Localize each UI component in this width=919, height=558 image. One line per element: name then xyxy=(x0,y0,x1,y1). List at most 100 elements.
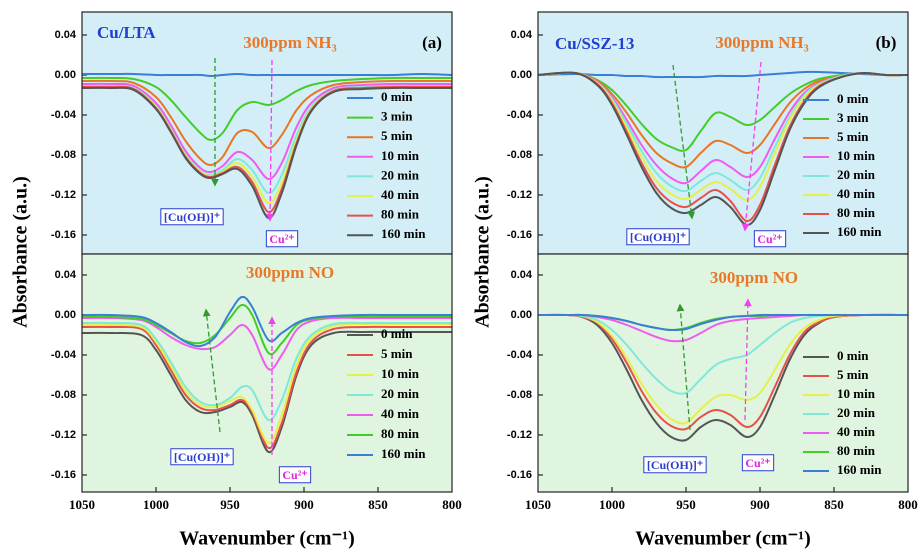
y-tick-label: -0.04 xyxy=(507,109,533,121)
spectrum-line xyxy=(82,72,453,78)
y-tick-label: 0.04 xyxy=(55,269,77,281)
legend-label: 40 min xyxy=(837,424,876,439)
y-axis-label: Absorbance (a.u.) xyxy=(472,176,494,328)
legend-label: 5 min xyxy=(381,346,413,361)
y-tick-label: -0.12 xyxy=(51,429,76,441)
x-tick-label: 800 xyxy=(442,497,462,512)
species-label: Cu²⁺ xyxy=(757,232,782,246)
y-tick-label: -0.16 xyxy=(51,469,76,481)
legend-label: 0 min xyxy=(381,89,413,104)
legend-label: 3 min xyxy=(381,109,413,124)
trend-arrow xyxy=(672,64,696,220)
species-box xyxy=(278,466,312,484)
spectrum-line xyxy=(81,325,452,450)
trend-arrow xyxy=(202,308,221,433)
x-tick-label: 1050 xyxy=(69,497,95,512)
species-label: [Cu(OH)]⁺ xyxy=(164,210,220,224)
spectrum-line xyxy=(81,303,452,356)
spectrum-line xyxy=(81,76,452,142)
legend-label: 80 min xyxy=(381,426,420,441)
legend-label: 0 min xyxy=(837,91,869,106)
legend-label: 40 min xyxy=(381,406,420,421)
spectrum-line xyxy=(81,79,452,167)
y-tick-label: -0.04 xyxy=(507,349,533,361)
spectrum-line xyxy=(537,313,908,395)
trend-arrow xyxy=(743,298,752,421)
x-tick-label: 850 xyxy=(824,497,844,512)
spectrum-line xyxy=(537,313,909,425)
spectrum-line xyxy=(81,86,452,219)
legend-label: 5 min xyxy=(837,129,869,144)
species-box xyxy=(160,208,224,226)
y-tick-label: -0.04 xyxy=(51,349,77,361)
x-tick-label: 1050 xyxy=(525,497,551,512)
legend-label: 10 min xyxy=(381,366,420,381)
y-tick-label: 0.04 xyxy=(511,269,533,281)
x-tick-label: 900 xyxy=(750,497,770,512)
gas-label: 300ppm NO xyxy=(246,263,334,282)
x-tick-label: 850 xyxy=(368,497,388,512)
spectrum-line xyxy=(537,70,909,79)
y-tick-label: 0.00 xyxy=(511,309,532,321)
legend-label: 160 min xyxy=(837,224,882,239)
legend-label: 20 min xyxy=(381,386,420,401)
legend-label: 5 min xyxy=(837,367,869,382)
y-tick-label: 0.00 xyxy=(511,69,532,81)
legend-label: 80 min xyxy=(837,205,876,220)
spectrum-line xyxy=(81,82,452,180)
legend-label: 20 min xyxy=(837,167,876,182)
legend-label: 10 min xyxy=(837,386,876,401)
species-box xyxy=(170,448,234,466)
legend-label: 40 min xyxy=(837,186,876,201)
species-label: Cu²⁺ xyxy=(269,232,294,246)
x-tick-label: 950 xyxy=(220,497,240,512)
x-tick-label: 800 xyxy=(898,497,918,512)
species-box xyxy=(643,456,707,474)
legend-label: 0 min xyxy=(381,326,413,341)
species-label: [Cu(OH)]⁺ xyxy=(630,230,686,244)
spectrum-line xyxy=(537,71,909,152)
x-tick-label: 1000 xyxy=(599,497,625,512)
y-tick-label: -0.12 xyxy=(507,429,532,441)
x-axis-label: Wavenumber (cm⁻¹) xyxy=(179,528,355,550)
spectrum-line xyxy=(81,330,452,454)
x-axis-label: Wavenumber (cm⁻¹) xyxy=(635,528,811,550)
legend-label: 20 min xyxy=(837,405,876,420)
panel-label: (b) xyxy=(876,33,897,52)
sample-title: Cu/LTA xyxy=(97,23,156,42)
y-tick-label: -0.16 xyxy=(51,229,76,241)
plot-frame xyxy=(81,253,453,493)
x-tick-label: 900 xyxy=(294,497,314,512)
legend-label: 5 min xyxy=(381,128,413,143)
legend-label: 40 min xyxy=(381,187,420,202)
legend-label: 3 min xyxy=(837,110,869,125)
trend-arrow xyxy=(676,303,691,431)
trend-arrow xyxy=(266,59,274,222)
y-tick-label: 0.00 xyxy=(55,69,76,81)
plot-frame xyxy=(537,253,909,493)
legend-label: 80 min xyxy=(837,443,876,458)
plot-background xyxy=(82,12,452,254)
spectrum-line xyxy=(81,322,452,444)
trend-arrow xyxy=(741,61,762,232)
y-tick-label: 0.00 xyxy=(55,309,76,321)
x-tick-label: 950 xyxy=(676,497,696,512)
y-tick-label: -0.08 xyxy=(507,389,532,401)
species-label: [Cu(OH)]⁺ xyxy=(174,450,230,464)
y-tick-label: 0.04 xyxy=(511,29,533,41)
sample-title: Cu/SSZ-13 xyxy=(555,34,634,53)
plot-background xyxy=(538,254,908,492)
y-axis-label: Absorbance (a.u.) xyxy=(10,176,32,328)
spectrum-line xyxy=(538,313,908,332)
plot-background xyxy=(538,12,908,254)
spectrum-line xyxy=(537,313,909,431)
spectrum-line xyxy=(81,295,452,348)
legend-label: 10 min xyxy=(381,148,420,163)
panel-label: (a) xyxy=(422,33,442,52)
legend-label: 160 min xyxy=(381,446,426,461)
y-tick-label: -0.08 xyxy=(51,389,76,401)
spectrum-line xyxy=(81,321,452,422)
species-label: [Cu(OH)]⁺ xyxy=(647,458,703,472)
legend-label: 10 min xyxy=(837,148,876,163)
